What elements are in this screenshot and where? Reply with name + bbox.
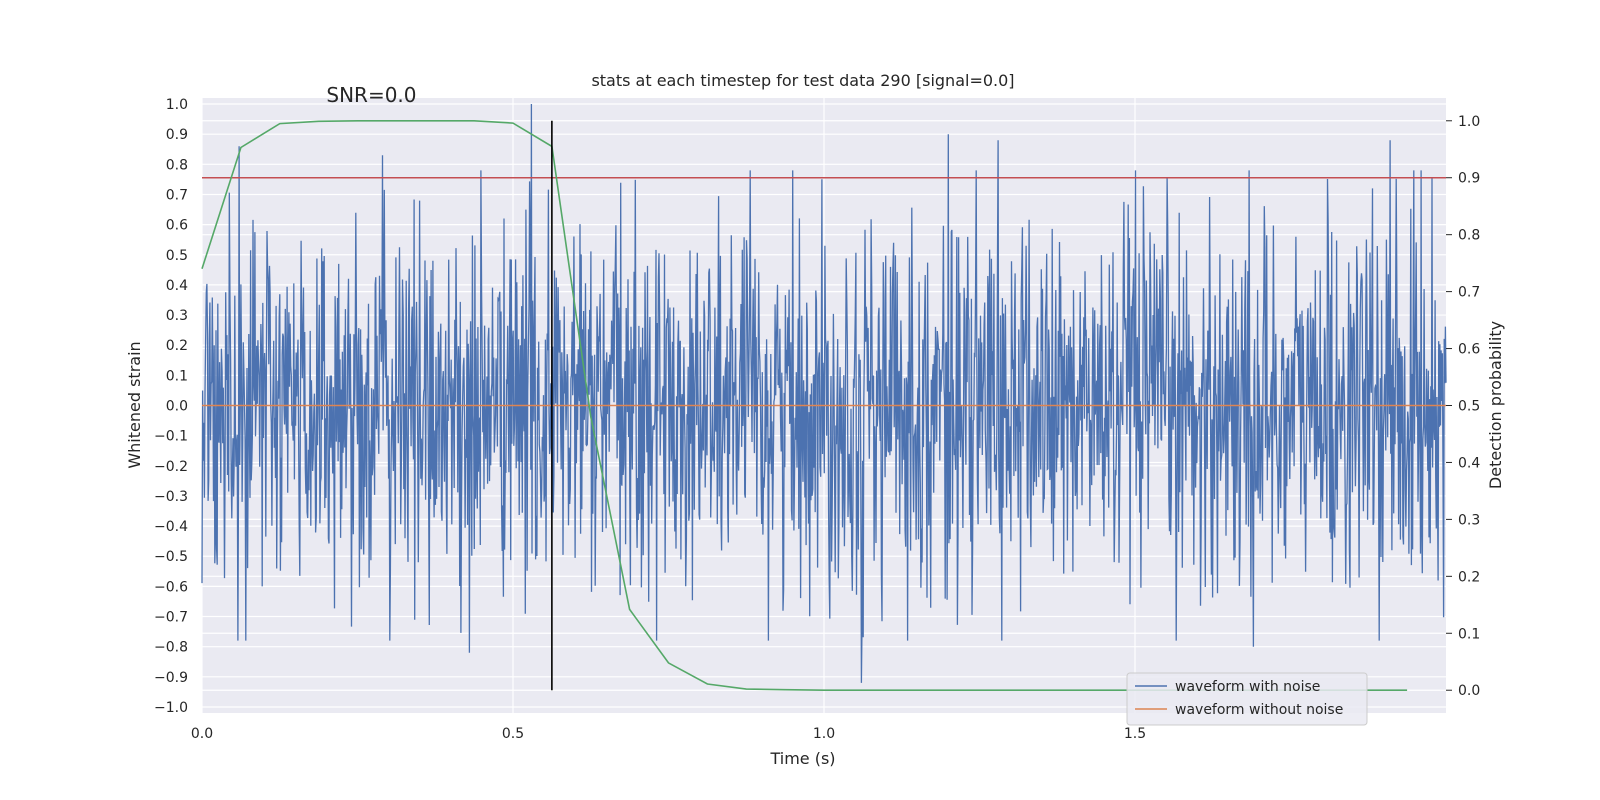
y2-tick-label: 0.7 [1458, 285, 1480, 301]
y-tick-label: −0.7 [154, 610, 188, 626]
legend-label-noise: waveform with noise [1175, 679, 1320, 695]
y-tick-label: 0.2 [166, 338, 188, 354]
x-axis-label: Time (s) [769, 749, 835, 768]
y-tick-label: 0.7 [166, 187, 188, 203]
chart-title: stats at each timestep for test data 290… [591, 71, 1014, 90]
y-axis-label: Whitened strain [125, 341, 144, 468]
y2-tick-label: 0.0 [1458, 683, 1480, 699]
y-tick-label: −0.1 [154, 429, 188, 445]
y-tick-label: −0.8 [154, 640, 188, 656]
y-tick-label: 0.4 [166, 278, 188, 294]
y-tick-label: −0.6 [154, 579, 188, 595]
y-tick-label: −0.5 [154, 549, 188, 565]
x-tick-label: 0.0 [191, 726, 213, 742]
y2-tick-label: 0.5 [1458, 399, 1480, 415]
y2-tick-label: 0.8 [1458, 228, 1480, 244]
y-tick-label: −0.3 [154, 489, 188, 505]
y-tick-label: 0.9 [166, 127, 188, 143]
y-tick-label: 0.0 [166, 399, 188, 415]
y-tick-label: 0.6 [166, 218, 188, 234]
y2-tick-label: 0.6 [1458, 342, 1480, 358]
y2-tick-label: 0.2 [1458, 569, 1480, 585]
series-waveform-with-noise [201, 103, 1447, 683]
y2-tick-label: 0.9 [1458, 171, 1480, 187]
y-tick-label: −0.2 [154, 459, 188, 475]
y2-tick-label: 1.0 [1458, 114, 1480, 130]
y-tick-label: −0.4 [154, 519, 188, 535]
legend-label-clean: waveform without noise [1175, 702, 1343, 718]
legend: waveform with noise waveform without noi… [1126, 672, 1368, 726]
y-tick-label: 0.3 [166, 308, 188, 324]
y-tick-label: 1.0 [166, 97, 188, 113]
y-tick-label: 0.1 [166, 368, 188, 384]
legend-box [1126, 672, 1368, 726]
y2-tick-label: 0.3 [1458, 512, 1480, 528]
tick-labels: 0.0 0.5 1.0 1.5 1.0 0.9 0.8 0.7 0.6 0.5 0.4 0.3 0.2 0… [154, 97, 1480, 742]
y2-tick-label: 0.4 [1458, 455, 1480, 471]
y-tick-label: −0.9 [154, 670, 188, 686]
x-tick-label: 1.5 [1124, 726, 1146, 742]
x-tick-label: 1.0 [813, 726, 835, 742]
y-tick-label: −1.0 [154, 700, 188, 716]
x-tick-label: 0.5 [502, 726, 524, 742]
snr-annotation: SNR=0.0 [326, 83, 416, 107]
y2-axis-label: Detection probability [1486, 321, 1505, 489]
y-tick-label: 0.8 [166, 157, 188, 173]
y2-tick-label: 0.1 [1458, 626, 1480, 642]
y-tick-label: 0.5 [166, 248, 188, 264]
